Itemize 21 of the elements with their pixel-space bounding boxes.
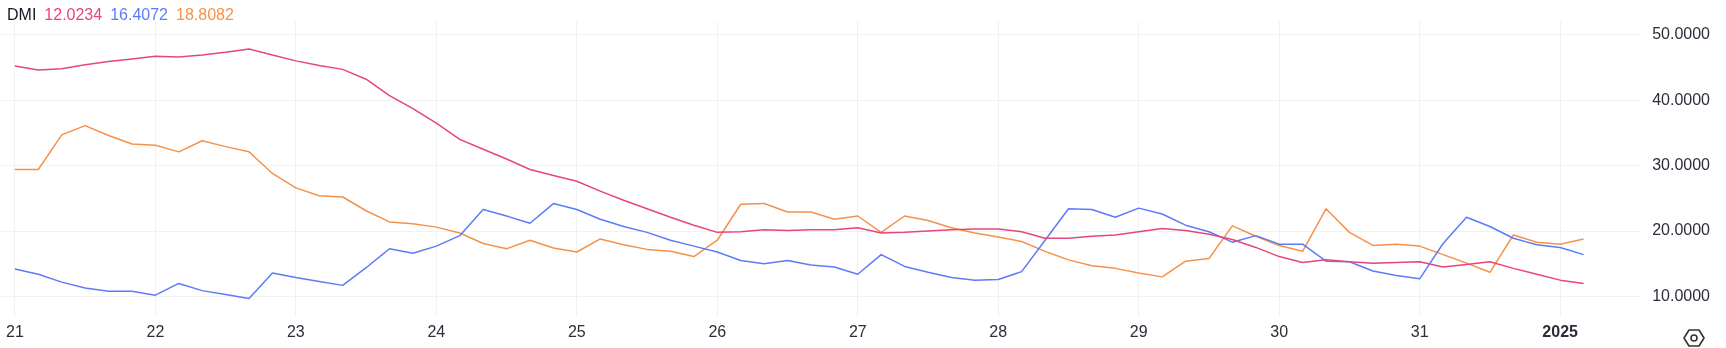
y-tick-label: 10.0000 — [1652, 286, 1711, 304]
y-tick-label: 30.0000 — [1652, 156, 1711, 174]
y-tick-label: 20.0000 — [1652, 221, 1711, 239]
chart-title: DMI — [7, 6, 37, 23]
x-tick-label: 25 — [567, 322, 586, 340]
x-tick-label: 21 — [6, 322, 24, 340]
x-tick-label: 29 — [1129, 322, 1148, 340]
text: 12.0234 — [44, 6, 103, 23]
text: 18.8082 — [176, 6, 234, 23]
x-tick-label: 27 — [848, 322, 867, 340]
x-tick-label: 26 — [708, 322, 727, 340]
y-tick-label: 50.0000 — [1652, 25, 1711, 43]
x-tick-label: 23 — [286, 322, 305, 340]
x-tick-label: 22 — [146, 322, 165, 340]
x-tick-label: 24 — [427, 322, 446, 340]
text: 16.4072 — [110, 6, 169, 23]
x-tick-label: 31 — [1410, 322, 1429, 340]
x-tick-label: 28 — [989, 322, 1008, 340]
y-tick-label: 40.0000 — [1652, 90, 1711, 108]
x-tick-label: 30 — [1270, 322, 1289, 340]
x-tick-label: 2025 — [1542, 322, 1579, 340]
